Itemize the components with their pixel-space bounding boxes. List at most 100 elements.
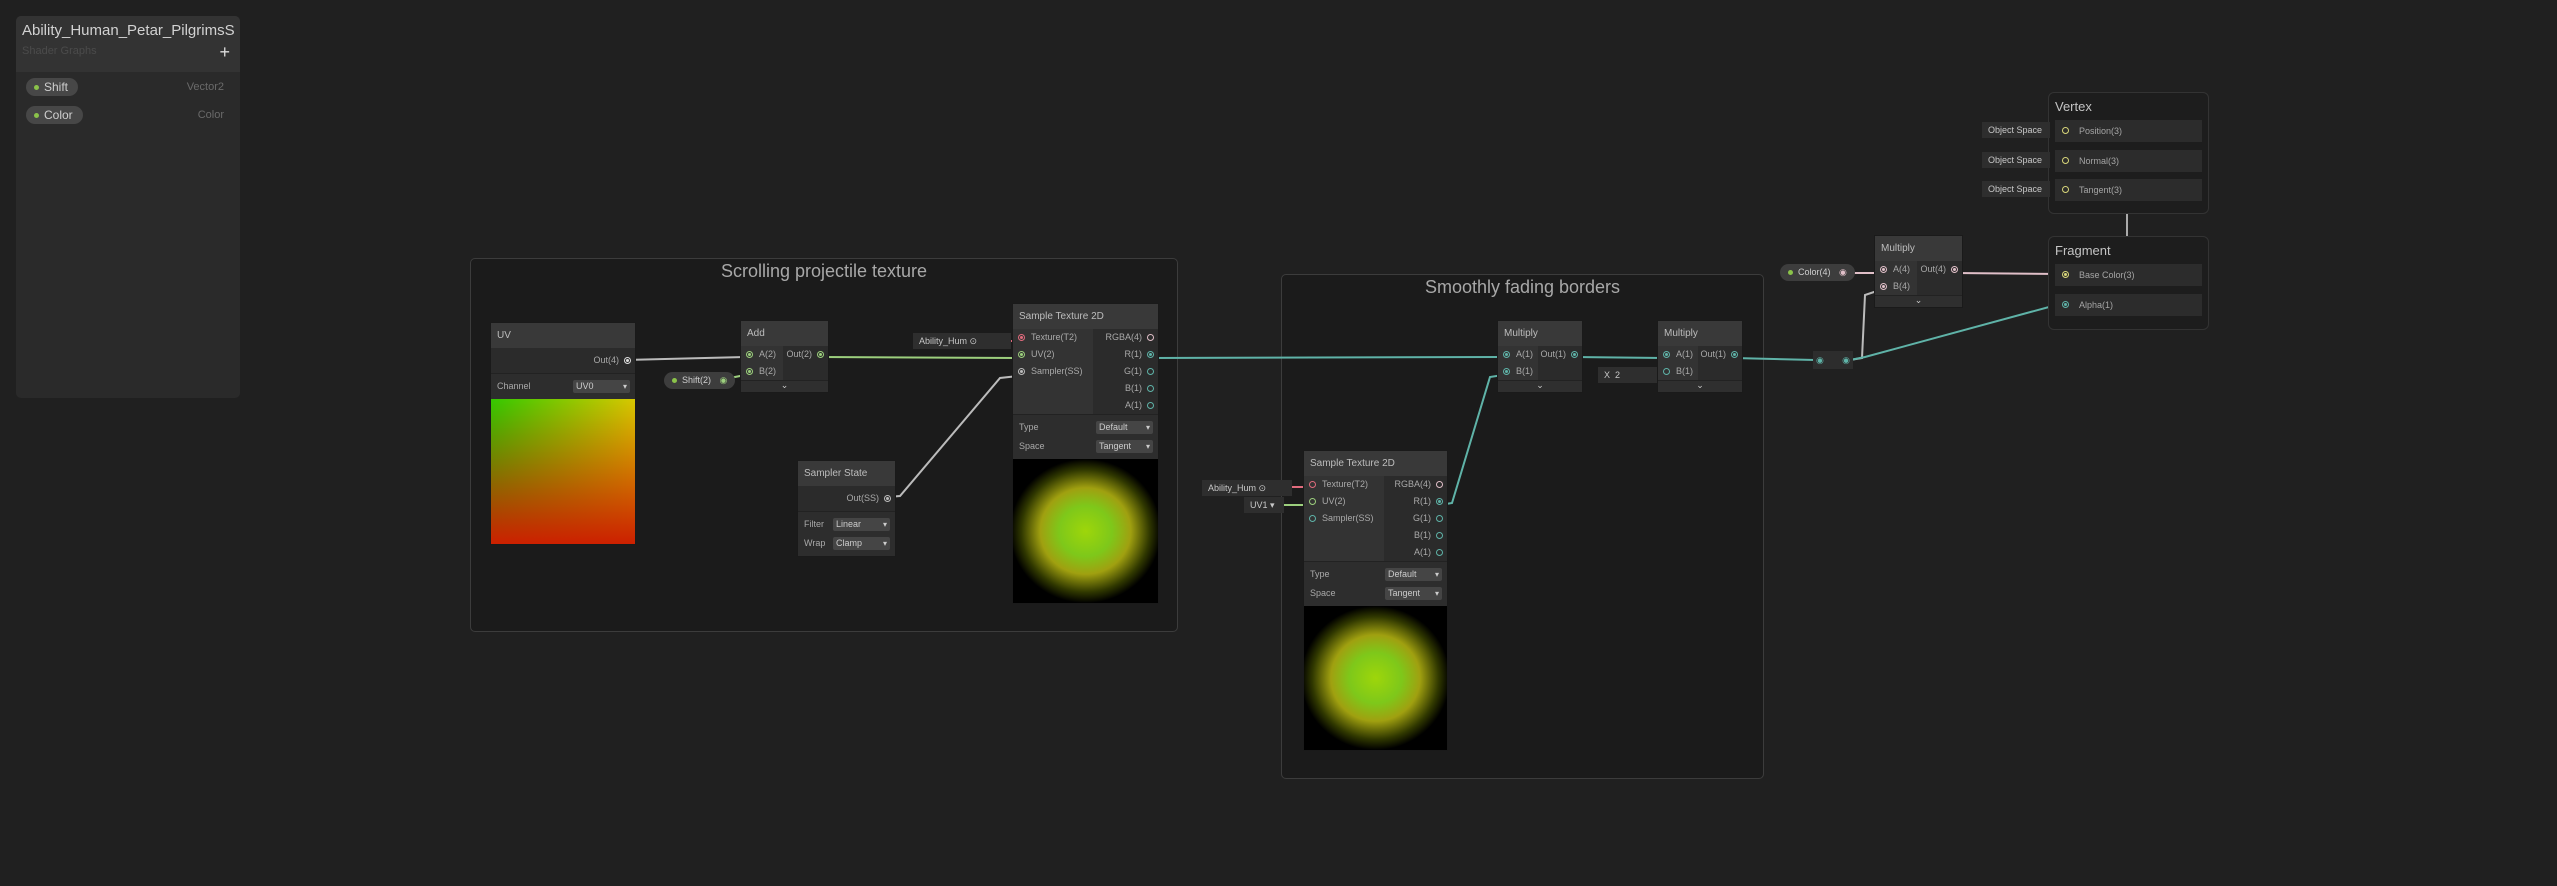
output-port[interactable]: RGBA(4) — [1093, 329, 1158, 346]
port-icon[interactable] — [1571, 351, 1578, 358]
shift-property-node[interactable]: Shift(2) ◉ — [664, 372, 736, 389]
setting-dropdown[interactable]: Linear — [833, 518, 890, 531]
output-port[interactable]: R(1) — [1384, 493, 1447, 510]
output-port[interactable]: A(1) — [1093, 397, 1158, 414]
fragment-block-alpha[interactable]: Alpha(1) — [2055, 294, 2202, 316]
node-title[interactable]: Sample Texture 2D — [1013, 304, 1158, 329]
input-port[interactable]: UV(2) — [1013, 346, 1093, 363]
input-port[interactable]: B(1) — [1658, 363, 1698, 380]
node-title[interactable]: Sampler State — [798, 461, 895, 486]
port-icon[interactable] — [1503, 368, 1510, 375]
port-icon[interactable] — [1663, 351, 1670, 358]
redirect-node[interactable]: ◉ ◉ — [1813, 351, 1853, 369]
port-icon[interactable] — [884, 495, 891, 502]
port-icon[interactable] — [1309, 498, 1316, 505]
node-sampler[interactable]: Sampler State Out(SS) Filter Linear Wrap Clam… — [797, 460, 896, 557]
input-port[interactable]: Sampler(SS) — [1304, 510, 1384, 527]
node-add[interactable]: Add A(2) B(2) Out(2) ⌄ — [740, 320, 829, 393]
node-title[interactable]: Sample Texture 2D — [1304, 451, 1447, 476]
node-mul2[interactable]: Multiply A(1) B(1) Out(1) ⌄ — [1657, 320, 1743, 393]
setting-dropdown[interactable]: Tangent — [1385, 587, 1442, 600]
port-icon[interactable] — [2062, 186, 2069, 193]
port-icon[interactable] — [1503, 351, 1510, 358]
object-space-field[interactable]: Object Space — [1982, 181, 2050, 197]
port-icon[interactable] — [2062, 301, 2069, 308]
edge-redirect-to-alpha[interactable] — [1849, 303, 2061, 361]
node-mul3[interactable]: Multiply A(4) B(4) Out(4) ⌄ — [1874, 235, 1963, 308]
output-port[interactable]: R(1) — [1093, 346, 1158, 363]
port-icon[interactable] — [1880, 266, 1887, 273]
object-space-field[interactable]: Object Space — [1982, 122, 2050, 138]
node-title[interactable]: Multiply — [1875, 236, 1962, 261]
output-port-icon[interactable]: ◉ — [719, 375, 728, 385]
port-icon[interactable] — [1663, 368, 1670, 375]
port-icon[interactable] — [746, 351, 753, 358]
port-icon[interactable] — [1147, 351, 1154, 358]
input-port[interactable]: A(2) — [741, 346, 783, 363]
setting-dropdown[interactable]: Clamp — [833, 537, 890, 550]
fragment-context[interactable]: Fragment Base Color(3) Alpha(1) — [2048, 236, 2209, 330]
node-title[interactable]: Multiply — [1498, 321, 1582, 346]
expand-chevron-icon[interactable]: ⌄ — [1658, 380, 1742, 392]
output-port[interactable]: G(1) — [1093, 363, 1158, 380]
port-icon[interactable] — [817, 351, 824, 358]
input-port[interactable]: UV(2) — [1304, 493, 1384, 510]
add-property-button[interactable]: + — [219, 42, 230, 62]
field-value[interactable]: 2 — [1615, 370, 1621, 380]
group-title[interactable]: Smoothly fading borders — [1424, 277, 1621, 297]
output-port[interactable]: B(1) — [1384, 527, 1447, 544]
port-icon[interactable] — [1309, 515, 1316, 522]
output-port[interactable]: B(1) — [1093, 380, 1158, 397]
port-icon[interactable] — [1436, 549, 1443, 556]
input-port[interactable]: A(1) — [1658, 346, 1698, 363]
port-icon[interactable] — [1951, 266, 1958, 273]
port-icon[interactable] — [1147, 368, 1154, 375]
port-icon[interactable] — [2062, 157, 2069, 164]
input-port[interactable]: B(1) — [1498, 363, 1538, 380]
vertex-context[interactable]: Vertex Position(3) Normal(3) Tangent(3) — [2048, 92, 2209, 214]
input-port-icon[interactable]: ◉ — [1816, 355, 1824, 365]
vertex-block-position[interactable]: Position(3) — [2055, 120, 2202, 142]
port-icon[interactable] — [1880, 283, 1887, 290]
output-port[interactable]: Out(4) — [491, 352, 635, 369]
port-icon[interactable] — [1436, 515, 1443, 522]
port-icon[interactable] — [1309, 481, 1316, 488]
setting-dropdown[interactable]: Tangent — [1096, 440, 1153, 453]
object-space-field[interactable]: Object Space — [1982, 152, 2050, 168]
port-icon[interactable] — [1018, 334, 1025, 341]
color-property-node[interactable]: Color(4) ◉ — [1780, 264, 1855, 281]
edge-mul3-to-base-color[interactable] — [1954, 272, 2061, 275]
vertex-block-tangent[interactable]: Tangent(3) — [2055, 179, 2202, 201]
input-port[interactable]: B(4) — [1875, 278, 1917, 295]
node-title[interactable]: Add — [741, 321, 828, 346]
expand-chevron-icon[interactable]: ⌄ — [1498, 380, 1582, 392]
output-port[interactable]: A(1) — [1384, 544, 1447, 561]
node-sample2[interactable]: Sample Texture 2D Texture(T2) UV(2) Sampler… — [1303, 450, 1448, 751]
node-uv[interactable]: UV Out(4) Channel UV0 — [490, 322, 636, 545]
port-icon[interactable] — [1018, 351, 1025, 358]
vertex-block-normal[interactable]: Normal(3) — [2055, 150, 2202, 172]
output-port[interactable]: Out(2) — [783, 346, 828, 363]
fragment-block-base-color[interactable]: Base Color(3) — [2055, 264, 2202, 286]
input-port[interactable]: Sampler(SS) — [1013, 363, 1093, 380]
texture-field-2[interactable]: Ability_Hum ⊙ — [1202, 480, 1292, 496]
uv-channel-dropdown[interactable]: UV1 ▾ — [1244, 497, 1284, 513]
multiply-b-field[interactable]: X 2 — [1598, 367, 1658, 383]
setting-dropdown[interactable]: UV0 — [573, 380, 630, 393]
node-mul1[interactable]: Multiply A(1) B(1) Out(1) ⌄ — [1497, 320, 1583, 393]
input-port[interactable]: B(2) — [741, 363, 783, 380]
output-port[interactable]: Out(4) — [1917, 261, 1962, 278]
node-title[interactable]: UV — [491, 323, 635, 348]
port-icon[interactable] — [1731, 351, 1738, 358]
input-port[interactable]: A(1) — [1498, 346, 1538, 363]
port-icon[interactable] — [1147, 385, 1154, 392]
port-icon[interactable] — [1436, 481, 1443, 488]
object-picker-icon[interactable]: ⊙ — [969, 336, 978, 346]
property-shift[interactable]: Shift Vector2 — [26, 78, 230, 98]
input-port[interactable]: Texture(T2) — [1304, 476, 1384, 493]
output-port[interactable]: Out(1) — [1538, 346, 1582, 363]
output-port[interactable]: Out(1) — [1698, 346, 1742, 363]
node-title[interactable]: Multiply — [1658, 321, 1742, 346]
port-icon[interactable] — [746, 368, 753, 375]
expand-chevron-icon[interactable]: ⌄ — [741, 380, 828, 392]
